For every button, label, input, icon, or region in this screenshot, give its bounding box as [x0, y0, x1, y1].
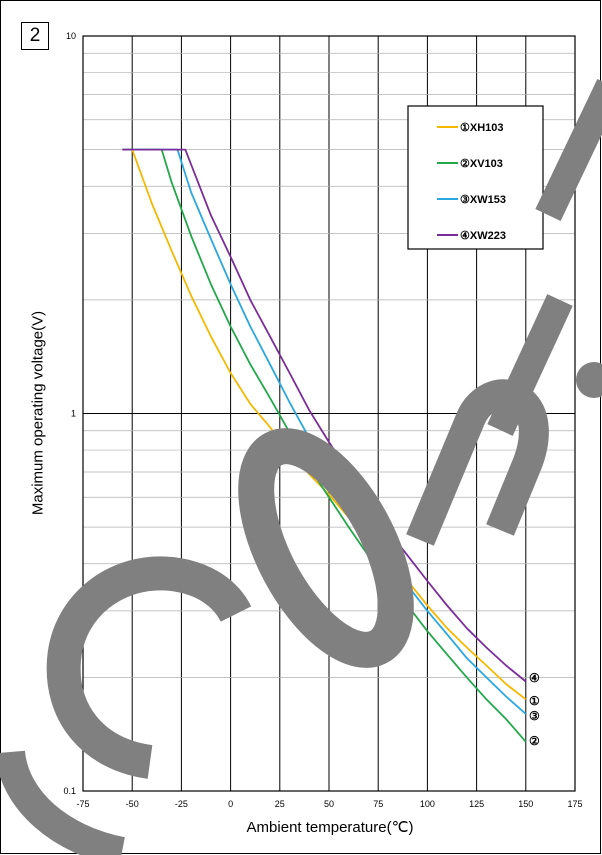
x-tick-label: -25 — [175, 799, 188, 809]
watermark-shape — [46, 556, 252, 779]
series-end-marker: ③ — [529, 709, 540, 723]
series-line-2 — [122, 148, 527, 743]
series-end-marker: ② — [529, 734, 540, 748]
x-tick-label: 0 — [228, 799, 233, 809]
series-end-marker: ④ — [529, 671, 540, 685]
series-line-1 — [122, 148, 527, 701]
series-end-marker: ① — [529, 694, 540, 708]
x-tick-label: 75 — [373, 799, 383, 809]
y-tick-label: 1 — [71, 409, 76, 419]
x-tick-label: -50 — [126, 799, 139, 809]
x-tick-label: 25 — [275, 799, 285, 809]
watermark-shape — [576, 362, 602, 398]
tick-labels: -75 -50 -25 0 25 50 75 100 125 150 175 0.1 1 10 — [63, 31, 582, 809]
watermark — [0, 78, 602, 855]
legend-entry: ③XW153 — [460, 194, 506, 206]
x-tick-label: 50 — [324, 799, 334, 809]
legend-entry: ②XV103 — [460, 158, 503, 170]
watermark-shape — [0, 749, 126, 855]
legend-box — [407, 105, 544, 250]
x-tick-label: 125 — [469, 799, 484, 809]
x-tick-label: 100 — [420, 799, 435, 809]
legend: ①XH103 ②XV103 ③XW153 ④XW223 — [407, 105, 544, 250]
watermark-shape — [238, 428, 414, 668]
legend-entry: ①XH103 — [460, 122, 504, 134]
x-axis-label: Ambient temperature(℃) — [246, 819, 414, 836]
panel-label: 2 — [21, 22, 49, 50]
plot-border — [82, 35, 576, 792]
end-markers: ① ② ③ ④ — [529, 671, 540, 748]
y-tick-label: 10 — [66, 31, 76, 41]
watermark-shape — [487, 294, 573, 436]
x-tick-label: 175 — [567, 799, 582, 809]
x-tick-label: 150 — [518, 799, 533, 809]
grid — [82, 36, 576, 792]
legend-entry: ④XW223 — [460, 230, 506, 242]
y-tick-label: 0.1 — [63, 786, 76, 796]
x-tick-label: -75 — [76, 799, 89, 809]
watermark-shape — [535, 78, 602, 222]
